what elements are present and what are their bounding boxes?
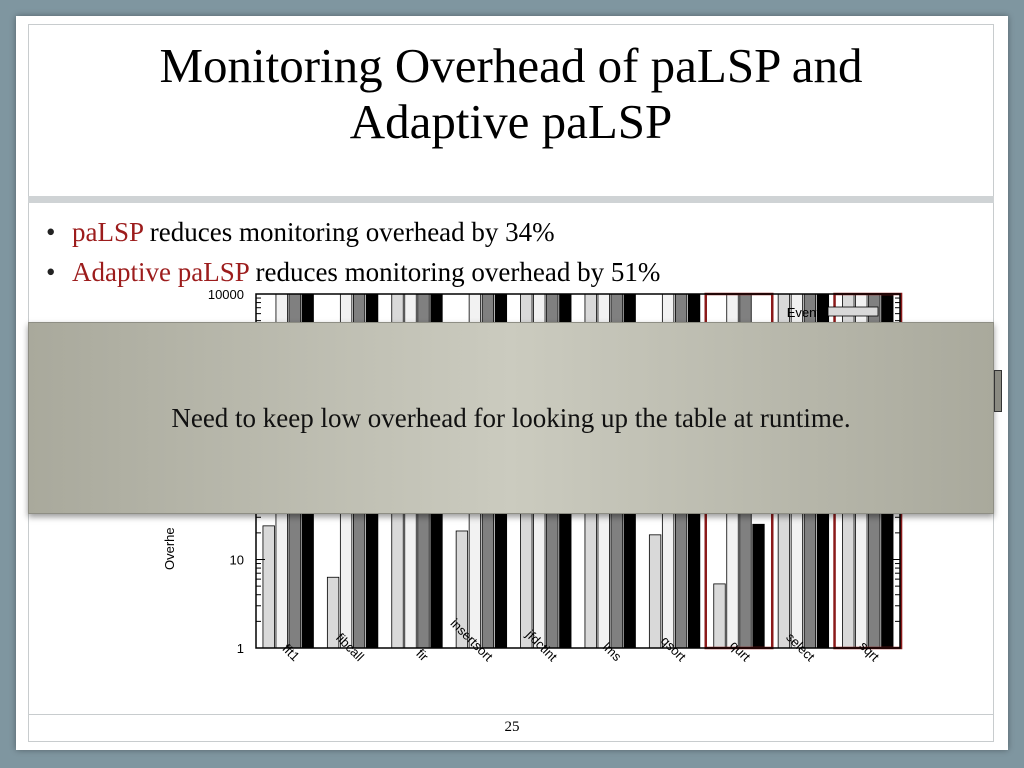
bar-qsort-s0 bbox=[648, 534, 662, 649]
overlay-text: Need to keep low overhead for looking up… bbox=[171, 402, 851, 433]
page-number: 25 bbox=[504, 719, 520, 735]
overlay-callout: Need to keep low overhead for looking up… bbox=[28, 322, 994, 514]
bullet-text: reduces monitoring overhead by 51% bbox=[248, 257, 661, 287]
bar-qurt-s0 bbox=[713, 583, 726, 649]
title-divider bbox=[28, 196, 994, 203]
y-tick-label: 10 bbox=[230, 553, 244, 568]
bar-fft1-s0 bbox=[262, 525, 275, 649]
bullet-text: reduces monitoring overhead by 34% bbox=[143, 217, 555, 247]
y-tick-label: 1 bbox=[237, 641, 244, 656]
footer-divider bbox=[28, 714, 994, 715]
bar-qurt-s3 bbox=[752, 523, 765, 649]
y-tick-label: 10000 bbox=[208, 287, 244, 302]
title-line-1: Monitoring Overhead of paLSP and bbox=[159, 38, 863, 93]
y-axis-title: Overhe bbox=[162, 527, 177, 570]
bullet-item: Adaptive paLSP reduces monitoring overhe… bbox=[44, 252, 660, 292]
legend: Event bbox=[787, 305, 879, 320]
legend-label-event: Event bbox=[787, 305, 821, 320]
y-axis-labels: 1 10 10000 bbox=[208, 287, 244, 656]
bullet-highlight: paLSP bbox=[72, 217, 144, 247]
title-line-2: Adaptive paLSP bbox=[349, 94, 673, 149]
side-tab bbox=[994, 370, 1002, 412]
legend-swatch-event bbox=[827, 306, 879, 317]
bullet-highlight: Adaptive paLSP bbox=[72, 257, 249, 287]
slide-title: Monitoring Overhead of paLSP and Adaptiv… bbox=[28, 38, 994, 150]
bullet-list: paLSP reduces monitoring overhead by 34%… bbox=[44, 212, 660, 292]
bullet-item: paLSP reduces monitoring overhead by 34% bbox=[44, 212, 660, 252]
